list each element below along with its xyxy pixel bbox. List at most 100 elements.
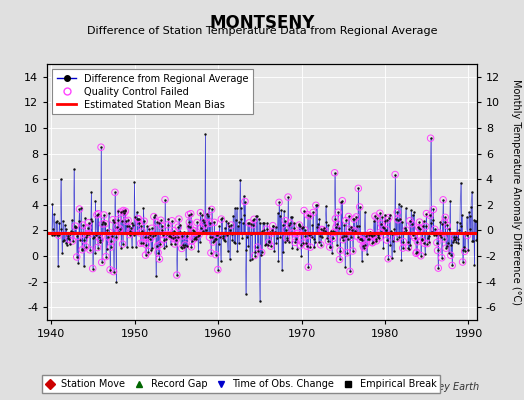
Point — [213, 231, 221, 238]
Point — [376, 229, 385, 235]
Point — [115, 228, 123, 235]
Point — [235, 218, 244, 225]
Point — [112, 278, 121, 285]
Point — [276, 234, 285, 240]
Point — [363, 251, 371, 257]
Point — [153, 243, 161, 249]
Point — [372, 238, 380, 244]
Point — [440, 236, 448, 242]
Point — [126, 228, 135, 234]
Point — [364, 235, 372, 242]
Point — [157, 223, 166, 229]
Text: Difference of Station Temperature Data from Regional Average: Difference of Station Temperature Data f… — [87, 26, 437, 36]
Point — [165, 233, 173, 239]
Point — [204, 213, 212, 220]
Point — [424, 232, 433, 239]
Point — [84, 224, 92, 231]
Point — [48, 232, 56, 238]
Point — [235, 240, 243, 246]
Point — [105, 229, 114, 236]
Point — [406, 218, 414, 224]
Point — [87, 189, 95, 196]
Point — [138, 240, 147, 246]
Point — [226, 227, 235, 234]
Point — [91, 198, 100, 204]
Point — [329, 235, 337, 242]
Point — [121, 207, 129, 213]
Point — [440, 218, 449, 225]
Point — [358, 237, 367, 244]
Point — [165, 215, 173, 222]
Point — [382, 226, 390, 233]
Point — [150, 212, 159, 219]
Point — [372, 236, 380, 242]
Point — [383, 217, 391, 223]
Point — [184, 212, 193, 218]
Point — [392, 236, 401, 242]
Point — [460, 244, 468, 250]
Point — [459, 247, 467, 254]
Point — [428, 229, 436, 236]
Point — [144, 248, 152, 255]
Point — [172, 237, 180, 243]
Point — [305, 232, 313, 239]
Point — [156, 241, 165, 248]
Point — [350, 216, 358, 222]
Point — [66, 230, 74, 237]
Point — [357, 258, 366, 264]
Point — [186, 224, 194, 230]
Point — [250, 216, 258, 222]
Point — [241, 198, 249, 205]
Point — [100, 212, 108, 218]
Point — [359, 243, 367, 249]
Point — [159, 236, 168, 243]
Point — [240, 212, 248, 218]
Point — [377, 220, 386, 227]
Point — [457, 223, 465, 230]
Point — [372, 238, 380, 244]
Point — [348, 248, 357, 254]
Point — [416, 226, 424, 232]
Point — [313, 224, 321, 230]
Point — [54, 232, 63, 238]
Point — [348, 248, 357, 254]
Point — [385, 214, 393, 221]
Point — [167, 233, 176, 240]
Point — [255, 215, 263, 222]
Point — [317, 226, 325, 232]
Point — [73, 233, 82, 240]
Point — [347, 234, 356, 240]
Point — [369, 218, 378, 224]
Point — [335, 256, 344, 263]
Point — [361, 242, 369, 248]
Point — [140, 234, 149, 240]
Point — [248, 222, 257, 228]
Point — [282, 235, 291, 241]
Point — [180, 229, 189, 236]
Point — [136, 230, 144, 236]
Point — [289, 230, 297, 236]
Point — [245, 220, 253, 226]
Point — [212, 252, 220, 258]
Point — [278, 267, 286, 274]
Point — [229, 212, 237, 219]
Point — [99, 219, 107, 225]
Point — [233, 248, 242, 254]
Point — [342, 217, 350, 224]
Point — [430, 232, 438, 238]
Point — [171, 234, 180, 240]
Point — [157, 223, 166, 229]
Point — [413, 238, 422, 245]
Point — [293, 230, 302, 236]
Point — [171, 234, 180, 240]
Point — [56, 230, 64, 236]
Point — [106, 244, 115, 250]
Point — [246, 230, 255, 237]
Point — [403, 230, 411, 236]
Point — [263, 220, 271, 226]
Point — [411, 230, 420, 236]
Point — [315, 216, 323, 222]
Point — [108, 216, 117, 223]
Point — [440, 218, 449, 225]
Point — [338, 198, 346, 204]
